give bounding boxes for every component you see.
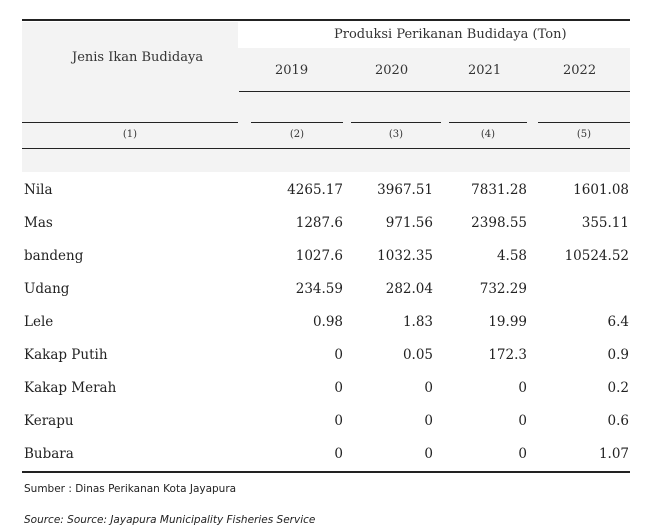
value-2021: 7831.28 <box>471 182 527 198</box>
table-row: Udang 234.59 282.04 732.29 <box>22 281 630 301</box>
header-shade-lower <box>22 92 630 172</box>
column-number-3: (3) <box>388 129 404 140</box>
value-2022: 0.6 <box>607 413 629 429</box>
numbers-top-rule-1 <box>22 122 238 123</box>
value-2020: 1.83 <box>402 314 433 330</box>
value-2020: 0 <box>424 413 433 429</box>
row-label: Kerapu <box>24 413 74 429</box>
year-2021: 2021 <box>468 63 502 78</box>
table-row: Kerapu 0 0 0 0.6 <box>22 413 630 433</box>
value-2020: 0.05 <box>402 347 433 363</box>
value-2022: 0.2 <box>607 380 629 396</box>
numbers-bottom-rule <box>22 148 630 149</box>
fisheries-production-table: Jenis Ikan Budidaya Produksi Perikanan B… <box>22 0 630 528</box>
column-number-2: (2) <box>289 129 305 140</box>
table-row: Kakap Merah 0 0 0 0.2 <box>22 380 630 400</box>
numbers-top-rule-2 <box>251 122 343 123</box>
bottom-rule <box>22 471 630 473</box>
table-row: bandeng 1027.6 1032.35 4.58 10524.52 <box>22 248 630 268</box>
value-2022: 355.11 <box>581 215 629 231</box>
column-number-1: (1) <box>122 129 138 140</box>
table-row: Mas 1287.6 971.56 2398.55 355.11 <box>22 215 630 235</box>
group-header: Produksi Perikanan Budidaya (Ton) <box>334 27 567 42</box>
value-2021: 0 <box>518 413 527 429</box>
row-label: Nila <box>24 182 53 198</box>
numbers-top-rule-5 <box>538 122 630 123</box>
value-2022: 0.9 <box>607 347 629 363</box>
value-2019: 0 <box>334 380 343 396</box>
value-2019: 0.98 <box>312 314 343 330</box>
numbers-top-rule-3 <box>351 122 441 123</box>
value-2019: 1027.6 <box>295 248 343 264</box>
year-2022: 2022 <box>563 63 597 78</box>
source-note-en: Source: Source: Jayapura Municipality Fi… <box>24 514 316 526</box>
row-label: Lele <box>24 314 54 330</box>
row-label: Kakap Merah <box>24 380 117 396</box>
row-label: Kakap Putih <box>24 347 108 363</box>
value-2021: 0 <box>518 446 527 462</box>
value-2019: 0 <box>334 446 343 462</box>
value-2021: 19.99 <box>488 314 527 330</box>
value-2022: 6.4 <box>607 314 629 330</box>
value-2022: 1601.08 <box>573 182 629 198</box>
source-note-id: Sumber : Dinas Perikanan Kota Jayapura <box>24 483 237 495</box>
value-2019: 0 <box>334 347 343 363</box>
year-2020: 2020 <box>375 63 409 78</box>
row-label: bandeng <box>24 248 84 264</box>
value-2021: 0 <box>518 380 527 396</box>
value-2019: 0 <box>334 413 343 429</box>
value-2020: 1032.35 <box>377 248 433 264</box>
value-2021: 2398.55 <box>471 215 527 231</box>
value-2021: 732.29 <box>479 281 527 297</box>
value-2022: 10524.52 <box>564 248 629 264</box>
year-2019: 2019 <box>275 63 309 78</box>
table-row: Bubara 0 0 0 1.07 <box>22 446 630 466</box>
value-2019: 4265.17 <box>287 182 343 198</box>
value-2020: 0 <box>424 446 433 462</box>
numbers-top-rule-4 <box>449 122 527 123</box>
column-number-4: (4) <box>480 129 496 140</box>
value-2020: 282.04 <box>385 281 433 297</box>
row-header: Jenis Ikan Budidaya <box>72 50 204 65</box>
value-2021: 4.58 <box>496 248 527 264</box>
value-2019: 234.59 <box>295 281 343 297</box>
header-shade-right <box>238 48 630 92</box>
table-row: Kakap Putih 0 0.05 172.3 0.9 <box>22 347 630 367</box>
column-number-5: (5) <box>576 129 592 140</box>
value-2019: 1287.6 <box>295 215 343 231</box>
top-rule <box>22 19 630 21</box>
table-row: Lele 0.98 1.83 19.99 6.4 <box>22 314 630 334</box>
value-2020: 0 <box>424 380 433 396</box>
row-label: Bubara <box>24 446 74 462</box>
value-2022: 1.07 <box>598 446 629 462</box>
table-row: Nila 4265.17 3967.51 7831.28 1601.08 <box>22 182 630 202</box>
value-2021: 172.3 <box>488 347 527 363</box>
row-label: Udang <box>24 281 70 297</box>
row-label: Mas <box>24 215 53 231</box>
year-rule <box>239 91 630 92</box>
value-2020: 971.56 <box>385 215 433 231</box>
value-2020: 3967.51 <box>377 182 433 198</box>
